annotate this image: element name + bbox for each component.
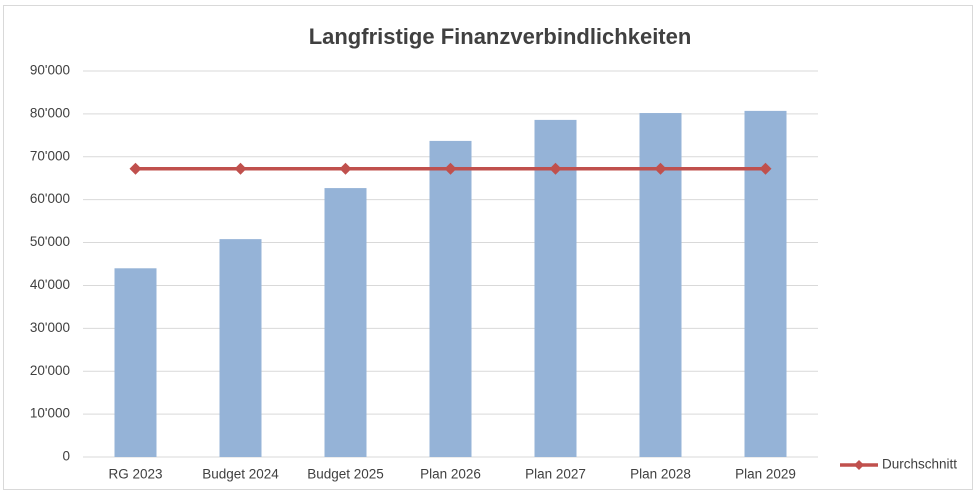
line-marker — [444, 162, 457, 175]
x-tick-label: RG 2023 — [108, 467, 162, 482]
bar — [219, 239, 262, 457]
bar — [324, 188, 367, 457]
x-tick-label: Plan 2027 — [525, 467, 586, 482]
y-tick-label: 50'000 — [30, 234, 70, 249]
chart-title: Langfristige Finanzverbindlichkeiten — [309, 24, 692, 49]
y-tick-label: 40'000 — [30, 277, 70, 292]
x-tick-label: Plan 2028 — [630, 467, 691, 482]
y-tick-label: 90'000 — [30, 63, 70, 78]
x-tick-label: Plan 2029 — [735, 467, 796, 482]
x-tick-label: Plan 2026 — [420, 467, 481, 482]
x-tick-label: Budget 2025 — [307, 467, 384, 482]
line-marker — [234, 162, 247, 175]
y-tick-label: 10'000 — [30, 406, 70, 421]
bar — [429, 140, 472, 458]
line-marker — [759, 162, 772, 175]
y-tick-label: 80'000 — [30, 105, 70, 120]
line-marker — [339, 162, 352, 175]
chart-border — [3, 5, 973, 490]
bar — [534, 119, 577, 457]
legend-label: Durchschnitt — [882, 457, 957, 472]
y-tick-label: 60'000 — [30, 191, 70, 206]
y-tick-label: 0 — [62, 449, 70, 464]
y-tick-label: 20'000 — [30, 363, 70, 378]
x-tick-label: Budget 2024 — [202, 467, 279, 482]
line-marker — [549, 162, 562, 175]
y-tick-label: 30'000 — [30, 320, 70, 335]
line-marker — [654, 162, 667, 175]
line-marker — [129, 162, 142, 175]
y-tick-label: 70'000 — [30, 148, 70, 163]
legend-marker — [854, 460, 864, 470]
bar — [114, 268, 157, 457]
